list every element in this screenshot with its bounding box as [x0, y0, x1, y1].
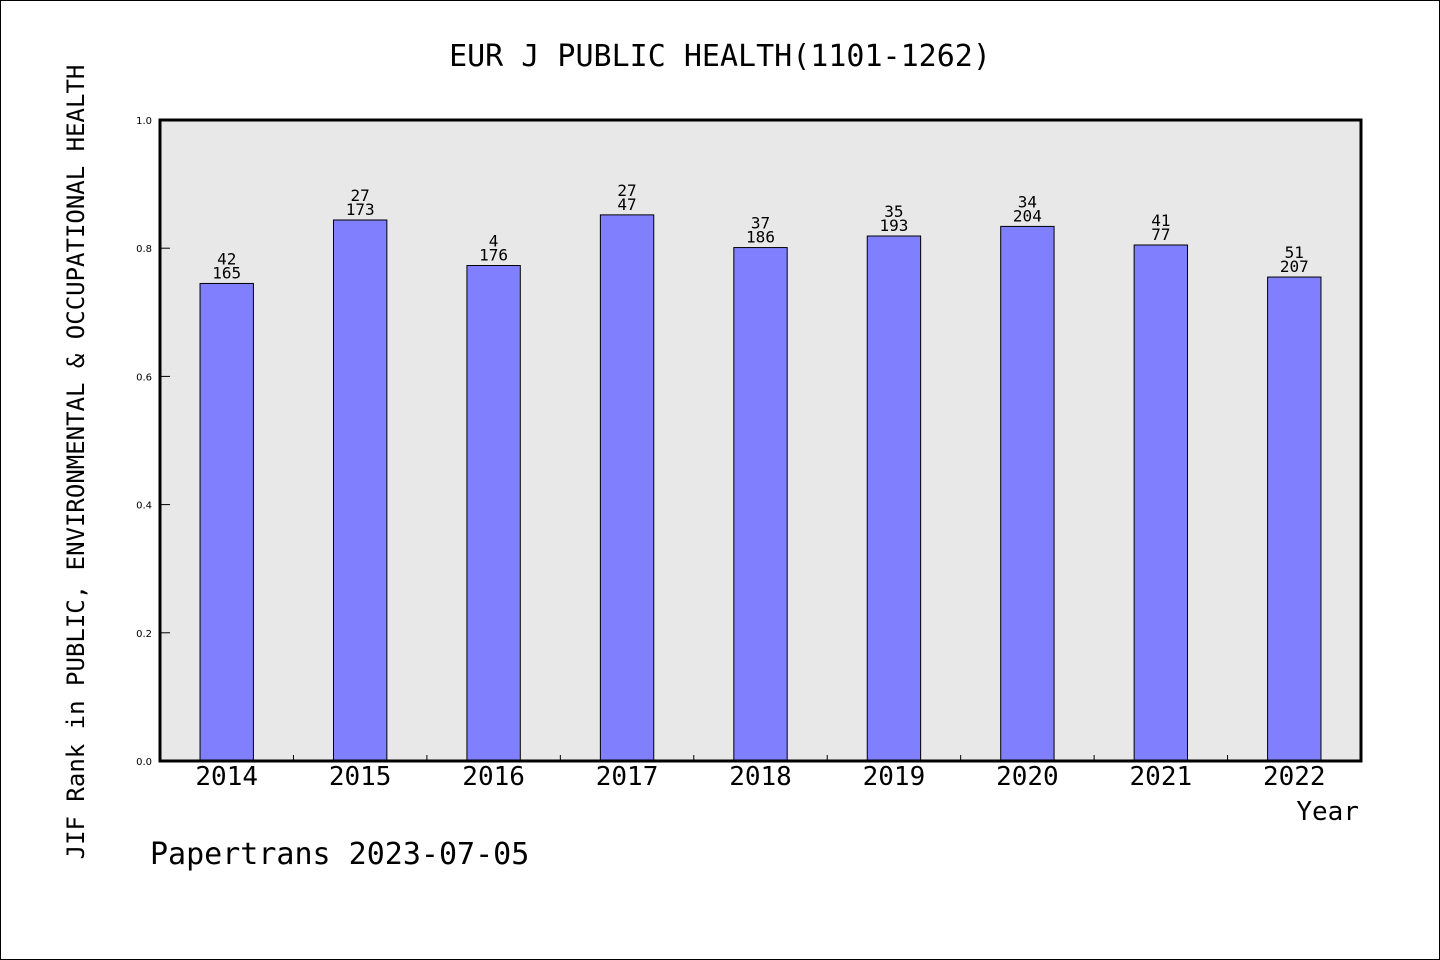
- bar-2018: [733, 247, 788, 762]
- bar-total-label: 204: [1013, 206, 1042, 225]
- plot-border: [158, 118, 1363, 763]
- y-tick-label: 1.0: [136, 116, 152, 127]
- y-tick-label: 0.2: [136, 629, 152, 640]
- bar-rank-label: 35: [884, 202, 903, 221]
- x-tick-label: 2019: [863, 762, 926, 792]
- chart-title: EUR J PUBLIC HEALTH(1101-1262): [449, 39, 991, 74]
- footer-credit: Papertrans 2023-07-05: [150, 837, 529, 872]
- y-tick-label: 0.0: [136, 757, 152, 768]
- bar-total-label: 176: [479, 246, 508, 265]
- bar-total-label: 77: [1151, 225, 1170, 244]
- bar-2014: [199, 282, 254, 762]
- bar-2020: [1000, 225, 1055, 762]
- bars: [199, 214, 1322, 762]
- bar-total-label: 207: [1280, 257, 1309, 276]
- bar-total-label: 186: [746, 228, 775, 247]
- bar-total-label: 193: [879, 216, 908, 235]
- x-tick-label: 2016: [462, 762, 525, 792]
- y-axis: 0.0 0.2 0.4 0.6 0.8 1.0: [136, 116, 170, 768]
- x-tick-label: 2014: [195, 762, 258, 792]
- bar-2017: [599, 214, 655, 762]
- bar-2022: [1267, 276, 1322, 762]
- x-tick-label: 2017: [596, 762, 659, 792]
- x-tick-label: 2021: [1130, 762, 1193, 792]
- x-tick-label: 2022: [1263, 762, 1326, 792]
- y-tick-label: 0.4: [136, 501, 152, 512]
- bar-rank-label: 4: [489, 232, 499, 251]
- bar-rank-label: 34: [1018, 192, 1037, 211]
- bar-rank-label: 51: [1285, 243, 1304, 262]
- bar-rank-label: 37: [751, 214, 770, 233]
- bar-2019: [866, 235, 922, 762]
- bar-2015: [332, 219, 388, 762]
- y-axis-label: JIF Rank in PUBLIC, ENVIRONMENTAL & OCCU…: [62, 65, 90, 860]
- bar-rank-label: 42: [217, 249, 236, 268]
- y-tick-label: 0.8: [136, 244, 152, 255]
- bar-total-label: 47: [617, 195, 636, 214]
- bar-total-label: 173: [346, 200, 375, 219]
- bar-2021: [1133, 244, 1189, 762]
- x-axis-label: Year: [1296, 797, 1359, 827]
- y-tick-label: 0.6: [136, 372, 152, 383]
- x-tick-label: 2020: [996, 762, 1059, 792]
- x-axis: 2014 2015 2016 2017 2018 2019 2020 2021 2022: [195, 755, 1326, 792]
- x-tick-label: 2015: [329, 762, 392, 792]
- bar-2016: [466, 265, 521, 762]
- bar-total-label: 165: [212, 263, 241, 282]
- bar-rank-label: 27: [617, 181, 636, 200]
- bar-rank-label: 41: [1151, 211, 1170, 230]
- bar-rank-label: 27: [351, 186, 370, 205]
- x-tick-label: 2018: [729, 762, 792, 792]
